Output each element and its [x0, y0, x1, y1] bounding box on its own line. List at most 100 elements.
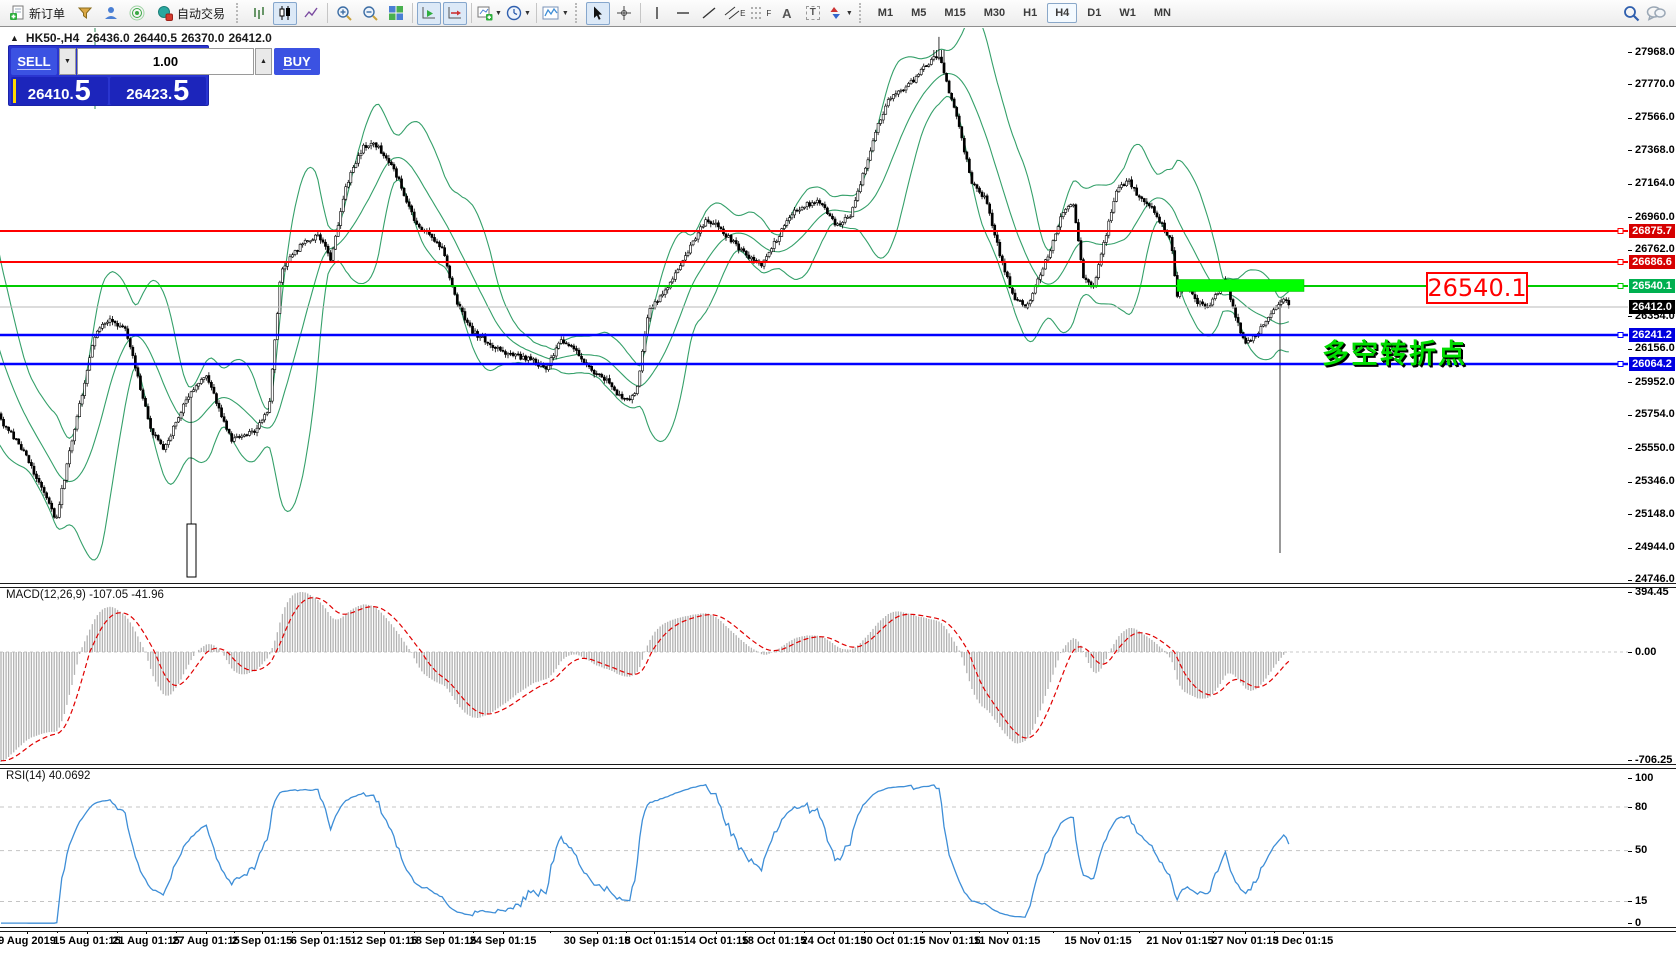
indicator-icon — [542, 6, 559, 20]
cursor-button[interactable] — [585, 1, 610, 25]
timeframe-m1[interactable]: M1 — [877, 7, 894, 19]
clock-icon — [506, 5, 522, 21]
fibonacci-tool[interactable]: F — [749, 2, 773, 25]
timeframe-mn[interactable]: MN — [1153, 7, 1171, 19]
price-axis-label: 24944.0 — [1635, 541, 1675, 554]
new-order-label: 新订单 — [29, 6, 66, 21]
arrows-icon — [830, 7, 840, 19]
chart-shift-button[interactable] — [443, 1, 468, 25]
crosshair-button[interactable] — [612, 2, 636, 25]
text-label-tool[interactable]: T — [801, 2, 825, 25]
timeframe-m15[interactable]: M15 — [944, 7, 966, 19]
horizontal-line-tool[interactable] — [671, 2, 695, 25]
bar-chart-button[interactable] — [247, 2, 271, 25]
ohlc-low: 26370.0 — [181, 31, 225, 45]
price-axis-tick — [1628, 249, 1632, 251]
price-axis-tick — [1628, 807, 1632, 809]
price-axis-tick — [1628, 760, 1632, 761]
main-chart-canvas[interactable] — [0, 28, 1628, 583]
signals-button[interactable] — [125, 2, 149, 25]
text-tool[interactable]: A — [775, 2, 799, 25]
styler-button[interactable] — [73, 2, 97, 25]
time-axis-tick — [262, 930, 263, 934]
timeframe-m5[interactable]: M5 — [911, 7, 927, 19]
chat-icon[interactable] — [1646, 5, 1666, 21]
trendline-tool[interactable] — [697, 2, 721, 25]
panel-separator[interactable] — [0, 583, 1676, 588]
price-axis[interactable]: 27968.0 27770.0 27566.0 27368.0 27164.0 26960… — [1628, 27, 1676, 948]
volume-input[interactable] — [77, 48, 254, 75]
time-axis-tick — [27, 930, 28, 934]
price-level-badge: 26875.7 — [1629, 223, 1675, 238]
timeframe-h4[interactable]: H4 — [1047, 3, 1078, 23]
tile-windows-button[interactable] — [384, 2, 408, 25]
timeframe-m30[interactable]: M30 — [983, 7, 1006, 19]
one-click-trading-panel: SELL ▼ ▲ BUY 26410. 5 26423. 5 — [8, 45, 320, 106]
time-axis-tick — [443, 930, 444, 934]
time-axis-label: 3 Dec 01:15 — [1272, 935, 1334, 947]
sell-price-main: 26410. — [27, 86, 74, 103]
time-axis-label: 9 Aug 2019 — [0, 935, 56, 947]
community-button[interactable] — [99, 2, 123, 25]
panel-separator[interactable] — [0, 764, 1676, 769]
time-axis-tick — [654, 930, 655, 934]
new-chart-button[interactable]: ▼ — [476, 2, 503, 25]
buy-button[interactable]: BUY — [274, 48, 320, 75]
time-axis-tick — [1180, 930, 1181, 934]
time-axis-tick — [893, 930, 894, 934]
time-axis-tick — [87, 930, 88, 934]
time-axis-tick — [206, 930, 207, 934]
vertical-line-icon — [656, 7, 658, 19]
panel-separator[interactable] — [0, 927, 1676, 932]
time-axis-label: 15 Aug 01:15 — [53, 935, 121, 947]
ohlc-close: 26412.0 — [228, 31, 272, 45]
time-axis-label: 27 Aug 01:15 — [172, 935, 240, 947]
price-axis-tick — [1628, 52, 1632, 53]
volume-increase-button[interactable]: ▲ — [255, 48, 272, 75]
price-axis-label: 0 — [1635, 916, 1642, 929]
auto-scroll-button[interactable] — [417, 1, 442, 25]
sell-button[interactable]: SELL — [11, 48, 57, 75]
equidistant-channel-tool[interactable]: E — [723, 2, 747, 25]
indicators-button[interactable]: ▼ — [541, 2, 570, 25]
search-icon[interactable] — [1623, 5, 1640, 22]
price-axis-tick — [1628, 316, 1632, 318]
zoom-in-button[interactable] — [332, 2, 356, 25]
price-level-badge: 26686.6 — [1629, 254, 1675, 269]
time-axis-tick — [1098, 930, 1099, 934]
timeframe-h1[interactable]: H1 — [1023, 7, 1038, 19]
volume-spinner: ▼ ▲ — [59, 48, 272, 75]
buy-price-display[interactable]: 26423. 5 — [109, 77, 206, 105]
volume-decrease-button[interactable]: ▼ — [59, 48, 76, 75]
crosshair-icon — [616, 6, 631, 20]
time-axis-label: 18 Sep 01:15 — [409, 935, 477, 947]
price-axis-tick — [1628, 481, 1632, 483]
auto-trading-button[interactable]: 自动交易 — [151, 2, 231, 25]
sell-price-display[interactable]: 26410. 5 — [11, 77, 108, 105]
vertical-line-tool[interactable] — [645, 2, 669, 25]
time-axis-tick — [1303, 930, 1304, 934]
candlestick-chart-button[interactable] — [273, 1, 298, 25]
periods-clock-button[interactable]: ▼ — [505, 2, 532, 25]
timeframe-w1[interactable]: W1 — [1119, 7, 1136, 19]
price-axis-label: 80 — [1635, 800, 1648, 813]
time-axis[interactable]: 9 Aug 2019 15 Aug 01:15 21 Aug 01:15 27 Aug… — [0, 930, 1676, 953]
arrows-tool[interactable]: ▼ — [827, 2, 854, 25]
collapse-panel-toggle[interactable]: ▲ — [10, 33, 19, 43]
time-axis-tick — [146, 930, 147, 934]
macd-panel-canvas[interactable] — [0, 588, 1628, 764]
line-chart-button[interactable] — [299, 2, 323, 25]
time-axis-label: 27 Nov 01:15 — [1211, 935, 1279, 947]
zoom-out-icon — [363, 6, 378, 21]
auto-trading-icon — [158, 6, 174, 21]
zoom-out-button[interactable] — [358, 2, 382, 25]
toolbar-separator — [471, 3, 473, 23]
new-order-button[interactable]: 新订单 — [3, 2, 71, 25]
price-axis-tick — [1628, 579, 1632, 581]
level-anchor-handle — [1617, 283, 1624, 289]
price-axis-tick — [1628, 923, 1632, 925]
price-level-annotation-box: 26540.1 — [1426, 272, 1528, 304]
timeframe-d1[interactable]: D1 — [1087, 7, 1102, 19]
rsi-panel-canvas[interactable] — [0, 769, 1628, 927]
price-level-badge: 26540.1 — [1629, 278, 1675, 293]
